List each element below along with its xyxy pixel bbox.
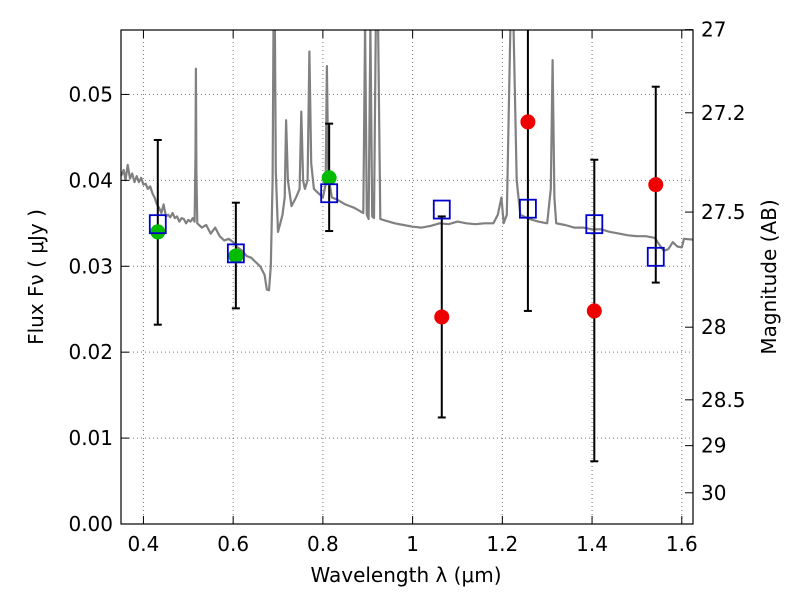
y-tick-label: 0.02 (68, 340, 113, 364)
red-point (434, 309, 450, 325)
model-spectrum-line (121, 30, 693, 292)
red-point (648, 177, 664, 193)
plot-area (121, 30, 693, 463)
ticks: 0.4 0.6 0.8 1 1.2 1.4 1.6 0.00 0.01 0.02 0.03 0.04 0… (68, 18, 745, 556)
red-point (586, 303, 602, 319)
x-tick-label: 1.2 (486, 532, 518, 556)
x-tick-label: 0.6 (217, 532, 249, 556)
model-photometry-square (519, 198, 537, 219)
model-photometry-square (432, 199, 451, 220)
model-photometry-square (646, 246, 665, 267)
x-tick-label: 1 (406, 532, 419, 556)
y2-tick-label: 27.5 (701, 200, 746, 224)
y2-tick-label: 29 (701, 434, 726, 458)
x-tick-label: 0.4 (128, 532, 160, 556)
model-photometry-square (148, 214, 167, 235)
y-tick-label: 0.01 (68, 426, 113, 450)
detection-point (228, 248, 244, 264)
model-photometry-square (320, 183, 339, 204)
y2-tick-label: 27.2 (701, 101, 746, 125)
detection-point (321, 170, 337, 186)
y-tick-label: 0.04 (68, 168, 113, 192)
y-axis-title: Flux Fν ( μJy ) (24, 209, 48, 345)
y2-tick-label: 27 (701, 18, 726, 42)
red-point (520, 114, 536, 130)
model-photometry-square (226, 243, 245, 264)
x-axis-title: Wavelength λ (μm) (310, 563, 501, 587)
grid (121, 30, 693, 525)
y-tick-label: 0.03 (68, 254, 113, 278)
model-photometry-square (585, 214, 604, 235)
x-tick-label: 1.4 (576, 532, 608, 556)
y2-tick-label: 28.5 (701, 388, 746, 412)
detection-point (150, 224, 166, 240)
plot-frame (120, 29, 694, 525)
y2-axis-title: Magnitude (AB) (757, 199, 781, 354)
x-tick-label: 1.6 (666, 532, 698, 556)
x-tick-label: 0.8 (307, 532, 339, 556)
y-tick-label: 0.05 (68, 82, 113, 106)
y-tick-label: 0.00 (68, 512, 113, 536)
y2-tick-label: 30 (701, 481, 726, 505)
y2-tick-label: 28 (701, 315, 726, 339)
